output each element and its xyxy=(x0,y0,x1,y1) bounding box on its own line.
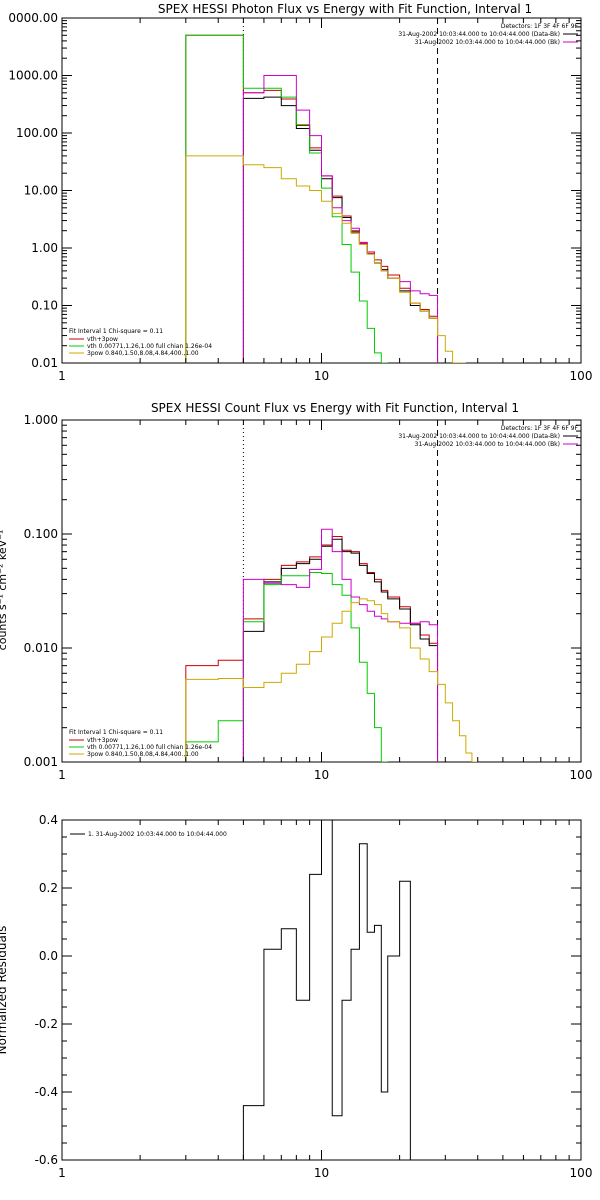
photon-detectors-label: Detectors: 1F 3F 4F 6F 9F xyxy=(501,23,579,30)
x-tick-label: 100 xyxy=(570,369,593,383)
y-tick-label: 0.10 xyxy=(31,299,58,313)
count-fit-label-vth: vth 0.00771,1.26,1.00 full chian 1.26e-0… xyxy=(87,744,212,751)
histogram-yellow-series xyxy=(185,155,466,363)
photon-flux-panel: SPEX HESSI Photon Flux vs Energy with Fi… xyxy=(8,2,592,383)
histogram-yellow-series xyxy=(185,598,478,762)
count-fit-legend: Fit Interval 1 Chi-square = 0.11 vth+3po… xyxy=(69,729,212,758)
count-flux-panel: SPEX HESSI Count Flux vs Energy with Fit… xyxy=(0,401,592,782)
photon-fit-label-vth: vth 0.00771,1.26,1.00 full chian 1.26e-0… xyxy=(87,343,212,350)
photon-fit-label-3pow: 3pow 0.840,1.50,8.08,4.84,400.,1.00 xyxy=(87,350,199,357)
x-tick-label: 1 xyxy=(58,1166,66,1180)
x-tick-label: 100 xyxy=(570,1166,593,1180)
y-tick-label: 0.100 xyxy=(24,527,58,541)
y-tick-label: 0000.00 xyxy=(8,11,58,25)
photon-chart-title: SPEX HESSI Photon Flux vs Energy with Fi… xyxy=(158,2,532,16)
x-tick-label: 100 xyxy=(570,768,593,782)
residuals-legend: 1. 31-Aug-2002 10:03:44.000 to 10:04:44.… xyxy=(70,831,227,838)
histogram-red-series xyxy=(185,34,439,363)
residuals-ticks: 1 10 100 -0.6 -0.4 -0.2 0.0 0.2 0.4 xyxy=(35,813,593,1180)
x-tick-label: 1 xyxy=(58,768,66,782)
y-tick-label: -0.2 xyxy=(35,1017,58,1031)
photon-top-legend: Detectors: 1F 3F 4F 6F 9F 31-Aug-2002 10… xyxy=(398,23,578,46)
residuals-panel: Normalized Residuals 1 10 100 -0.6 -0.4 -0.2 0… xyxy=(0,813,592,1180)
x-tick-label: 10 xyxy=(314,768,329,782)
count-legend-data-bk: 31-Aug-2002 10:03:44.000 to 10:04:44.000… xyxy=(398,433,560,440)
count-series xyxy=(185,528,478,762)
count-vlines xyxy=(242,420,439,762)
histogram-red-series xyxy=(185,536,439,762)
photon-legend-data-bk: 31-Aug-2002 10:03:44.000 to 10:04:44.000… xyxy=(398,31,560,38)
photon-vlines xyxy=(242,18,439,363)
histogram-magenta-series xyxy=(242,75,439,363)
photon-fit-label-vth3pow: vth+3pow xyxy=(87,336,118,343)
y-tick-label: 1.00 xyxy=(31,241,58,255)
histogram-black-series xyxy=(242,820,411,1160)
histogram-black-series xyxy=(242,538,439,762)
y-tick-label: 0.001 xyxy=(24,755,58,769)
count-legend-bk: 31-Aug-2002 10:03:44.000 to 10:04:44.000… xyxy=(415,441,560,448)
count-fit-label-vth3pow: vth+3pow xyxy=(87,737,118,744)
count-y-axis-label: counts s⁻¹ cm⁻² keV⁻¹ xyxy=(0,530,9,651)
residuals-y-axis-label: Normalized Residuals xyxy=(0,926,9,1055)
y-tick-label: 100.00 xyxy=(16,126,58,140)
photon-series xyxy=(185,34,466,363)
photon-ticks: 1 10 100 0.01 0.10 1.00 10.00 100.00 1000.00 0000… xyxy=(8,11,592,383)
y-tick-label: 1000.00 xyxy=(8,69,58,83)
histogram-green-series xyxy=(185,571,388,762)
count-fit-legend-title: Fit Interval 1 Chi-square = 0.11 xyxy=(69,729,163,736)
count-top-legend: Detectors: 1F 3F 4F 6F 9F 31-Aug-2002 10… xyxy=(398,425,578,448)
y-tick-label: -0.6 xyxy=(35,1153,58,1167)
count-ticks: 1 10 100 0.001 0.010 0.100 1.000 xyxy=(24,413,593,782)
y-tick-label: 0.01 xyxy=(31,356,58,370)
y-tick-label: 0.0 xyxy=(39,949,58,963)
photon-legend-bk: 31-Aug-2002 10:03:44.000 to 10:04:44.000… xyxy=(415,39,560,46)
count-fit-label-3pow: 3pow 0.840,1.50,8.08,4.84,400.,1.00 xyxy=(87,751,199,758)
photon-fit-legend-title: Fit Interval 1 Chi-square = 0.11 xyxy=(69,328,163,335)
y-tick-label: 0.4 xyxy=(39,813,58,827)
count-chart-title: SPEX HESSI Count Flux vs Energy with Fit… xyxy=(151,401,519,415)
y-tick-label: 0.2 xyxy=(39,881,58,895)
y-tick-label: -0.4 xyxy=(35,1085,58,1099)
histogram-black-series xyxy=(242,96,439,363)
residuals-series xyxy=(242,820,411,1160)
count-detectors-label: Detectors: 1F 3F 4F 6F 9F xyxy=(501,425,579,432)
x-tick-label: 10 xyxy=(314,369,329,383)
photon-fit-legend: Fit Interval 1 Chi-square = 0.11 vth+3po… xyxy=(69,328,212,357)
histogram-green-series xyxy=(185,34,388,363)
y-tick-label: 1.000 xyxy=(24,413,58,427)
y-tick-label: 0.010 xyxy=(24,641,58,655)
residuals-legend-label: 1. 31-Aug-2002 10:03:44.000 to 10:04:44.… xyxy=(88,831,227,838)
x-tick-label: 1 xyxy=(58,369,66,383)
histogram-magenta-series xyxy=(242,528,439,762)
x-tick-label: 10 xyxy=(314,1166,329,1180)
y-tick-label: 10.00 xyxy=(24,184,58,198)
count-plot-frame xyxy=(61,419,582,763)
